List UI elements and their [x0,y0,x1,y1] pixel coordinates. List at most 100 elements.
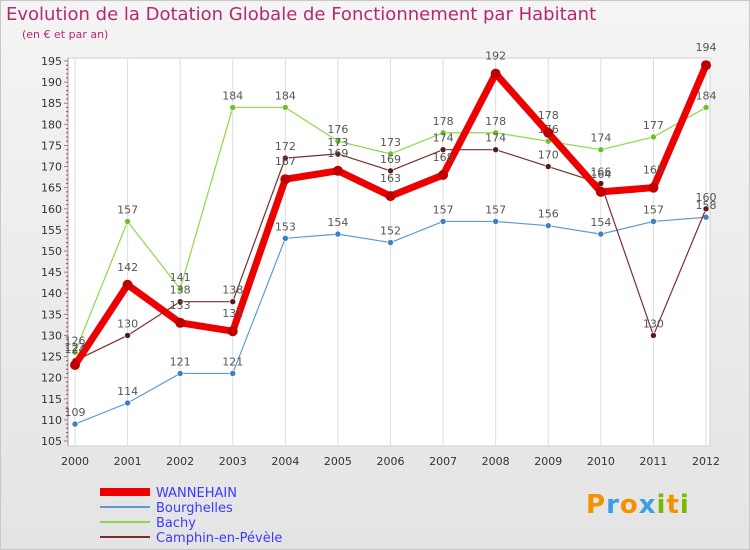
logo-letter: i [679,490,690,520]
data-label-wannehain: 131 [222,307,243,320]
data-point-bachy [702,104,710,111]
data-label-bourghelles: 114 [117,385,138,398]
data-label-wannehain: 194 [696,41,717,54]
x-tick-label: 2005 [324,455,352,468]
data-point-camphin-en-p-v-le [124,332,131,339]
data-label-camphin-en-p-v-le: 130 [117,317,138,330]
data-label-camphin-en-p-v-le: 169 [380,153,401,166]
data-label-wannehain: 167 [275,155,296,168]
data-point-wannehain [490,68,501,79]
data-label-bachy: 177 [643,119,664,132]
data-point-bachy [492,129,499,137]
data-label-bourghelles: 157 [485,203,506,216]
y-tick-label: 195 [41,55,62,68]
data-point-wannehain [227,326,238,337]
data-point-camphin-en-p-v-le [702,205,710,213]
x-tick-label: 2007 [429,455,457,468]
data-point-bachy [439,129,447,137]
data-label-wannehain: 133 [170,299,191,312]
data-point-bourghelles [387,239,394,246]
x-tick-label: 2011 [639,455,667,468]
data-point-bachy [176,285,184,293]
data-label-camphin-en-p-v-le: 170 [538,149,559,162]
data-point-wannehain [543,127,554,138]
logo-letter: r [606,490,620,520]
data-point-camphin-en-p-v-le [387,167,394,175]
logo-letter: t [666,490,680,520]
data-label-bourghelles: 154 [327,216,348,229]
data-point-wannehain [122,279,133,290]
data-point-bachy [124,218,131,225]
data-label-bachy: 178 [485,115,506,128]
data-label-bourghelles: 156 [538,208,559,221]
data-label-bourghelles: 154 [590,216,611,229]
data-point-wannehain [175,317,186,328]
data-point-bourghelles [124,399,131,407]
data-point-bachy [282,104,289,111]
data-point-bourghelles [176,370,184,377]
y-tick-label: 155 [41,224,62,237]
data-label-camphin-en-p-v-le: 174 [485,132,506,145]
y-tick-label: 170 [41,161,62,174]
y-tick-label: 165 [41,182,62,195]
data-point-bourghelles [650,218,657,225]
data-point-bourghelles [492,218,499,225]
data-label-wannehain: 192 [485,50,506,63]
data-label-camphin-en-p-v-le: 174 [433,132,454,145]
data-point-bachy [650,133,657,141]
y-tick-label: 140 [41,287,62,300]
data-point-bourghelles [334,230,342,238]
data-point-wannehain [280,174,291,185]
x-tick-label: 2003 [219,455,247,468]
data-label-camphin-en-p-v-le: 160 [696,191,717,204]
data-label-bachy: 176 [327,123,348,136]
data-point-camphin-en-p-v-le [334,150,342,158]
data-label-bachy: 174 [590,132,611,145]
data-point-wannehain [70,360,80,370]
logo-letter: x [638,490,657,520]
data-point-wannehain [332,165,343,176]
data-point-camphin-en-p-v-le [282,154,289,162]
legend-label-bourghelles: Bourghelles [156,501,233,516]
data-label-bourghelles: 121 [170,355,191,368]
data-point-bourghelles [229,370,237,377]
data-point-wannehain [385,191,396,202]
data-point-bourghelles [544,222,552,229]
data-point-camphin-en-p-v-le [544,163,552,170]
data-label-bourghelles: 121 [222,355,243,368]
data-point-bachy [229,104,237,111]
y-tick-label: 120 [41,372,62,385]
data-label-camphin-en-p-v-le: 138 [170,284,191,297]
proxiti-logo: Proxiti [586,490,690,520]
data-point-camphin-en-p-v-le [176,298,184,305]
data-label-camphin-en-p-v-le: 173 [327,136,348,149]
x-tick-label: 2009 [534,455,562,468]
y-tick-label: 175 [41,139,62,152]
data-label-bachy: 178 [433,115,454,128]
data-label-camphin-en-p-v-le: 172 [275,140,296,153]
data-label-bachy: 173 [380,136,401,149]
data-label-bachy: 184 [696,89,717,102]
data-label-camphin-en-p-v-le: 130 [643,317,664,330]
y-tick-label: 125 [41,351,62,364]
y-tick-label: 105 [41,435,62,448]
data-point-bachy [387,150,394,158]
logo-letter: P [586,490,607,520]
data-point-wannehain [648,182,659,193]
data-label-bachy: 184 [275,89,296,102]
y-tick-label: 145 [41,266,62,279]
data-point-camphin-en-p-v-le [492,146,499,153]
data-label-bachy: 126 [65,334,86,347]
y-tick-label: 185 [41,97,62,110]
data-point-bachy [597,146,605,153]
data-point-wannehain [595,186,606,197]
data-point-camphin-en-p-v-le [650,332,657,339]
data-label-wannehain: 178 [538,109,559,122]
chart-title: Evolution de la Dotation Globale de Fonc… [6,4,597,25]
data-point-bourghelles [282,235,289,242]
y-tick-label: 150 [41,245,62,258]
plot-area [67,57,711,447]
data-label-bachy: 141 [170,271,191,284]
data-label-bourghelles: 152 [380,225,401,238]
x-tick-label: 2010 [587,455,615,468]
